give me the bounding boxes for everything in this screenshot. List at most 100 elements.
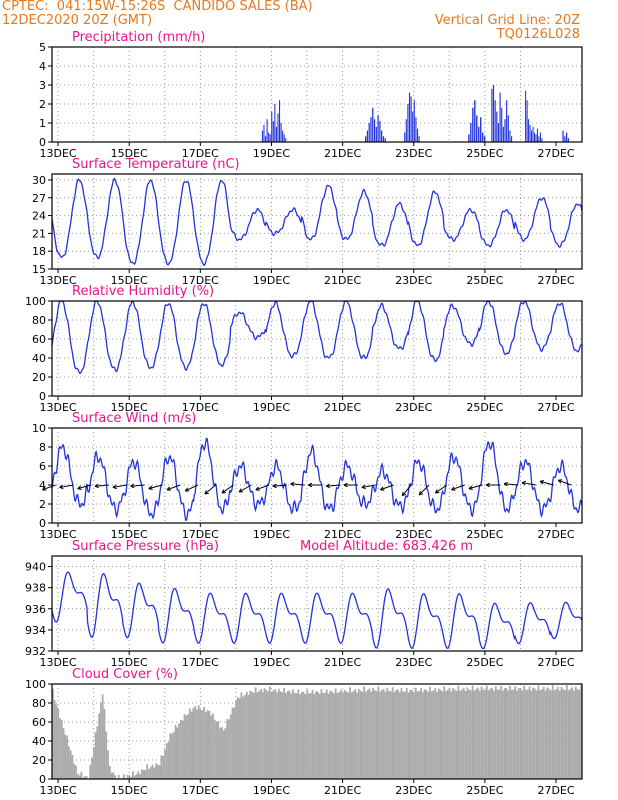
wind-arrow-head: [325, 483, 331, 489]
wind-speed-line: [51, 437, 583, 522]
x-tick-label: 21DEC: [324, 274, 361, 287]
wind-arrow: [558, 479, 572, 486]
precip-bar: [526, 100, 528, 142]
cloud-bar: [226, 719, 229, 779]
x-tick-label: 21DEC: [324, 656, 361, 669]
x-tick-label: 23DEC: [395, 656, 432, 669]
cloud-bar: [500, 685, 502, 779]
cloud-bar: [461, 689, 463, 779]
cloud-bar: [471, 685, 474, 779]
cloud-bar: [254, 687, 257, 779]
y-tick-label: 80: [32, 697, 46, 710]
precip-bar: [507, 115, 509, 142]
precip-bar: [280, 123, 282, 142]
cloud-bar: [512, 689, 515, 779]
cloud-bar: [210, 715, 213, 779]
cloud-bar: [459, 690, 462, 779]
precip-bar: [418, 136, 420, 142]
cloud-bar: [299, 694, 301, 779]
cloud-bar: [78, 775, 81, 779]
x-tick-label: 19DEC: [253, 401, 290, 414]
y-tick-label: 60: [32, 716, 46, 729]
precip-bar: [567, 138, 570, 142]
cloud-bar: [405, 687, 408, 779]
wind-arrow: [59, 484, 74, 488]
cloud-bar: [539, 690, 542, 779]
cloud-bar: [366, 690, 369, 779]
cloud-bar: [482, 689, 485, 779]
cloud-bar: [361, 691, 364, 779]
cloud-bar: [247, 694, 250, 779]
cloud-bar: [400, 687, 403, 779]
x-tick-label: 17DEC: [182, 274, 219, 287]
wind-arrow-head: [166, 486, 171, 491]
cloud-bar: [114, 775, 117, 779]
y-tick-label: 60: [32, 333, 46, 346]
wind-arrow-head: [503, 481, 508, 487]
precip-bar: [274, 104, 276, 142]
x-tick-label: 13DEC: [39, 401, 76, 414]
panel-title: Precipitation (mm/h): [72, 30, 205, 45]
precip-bar: [499, 92, 501, 142]
cloud-bar: [213, 719, 216, 779]
cloud-bar: [92, 747, 95, 779]
y-tick-label: 15: [32, 263, 46, 276]
y-tick-label: 24: [32, 210, 46, 223]
precip-bar: [510, 136, 513, 142]
cloud-bar: [372, 687, 374, 779]
cloud-bar: [564, 690, 566, 779]
wind-arrow-head: [401, 491, 407, 497]
cloud-bar: [112, 772, 115, 779]
x-tick-label: 25DEC: [466, 784, 503, 797]
cloud-bar: [251, 691, 253, 779]
cloud-bar: [100, 702, 102, 779]
cloud-bar: [562, 689, 565, 779]
cloud-bar: [156, 764, 159, 779]
precip-bar: [266, 119, 268, 142]
precip-bar: [502, 126, 504, 142]
wind-arrow-head: [130, 483, 135, 489]
cloud-bar: [386, 687, 389, 779]
cloud-bar: [343, 689, 346, 779]
cloud-bar: [249, 690, 252, 779]
wind-arrow: [238, 484, 252, 493]
cloud-bar: [516, 690, 518, 779]
precip-bar: [470, 123, 472, 142]
precip-bar: [271, 111, 273, 142]
precip-bar: [268, 132, 270, 142]
cloud-bar: [370, 691, 373, 779]
cloud-bar: [427, 691, 430, 779]
cloud-bar: [555, 689, 558, 779]
y-tick-label: 6: [39, 460, 46, 473]
cloud-bar: [493, 690, 495, 779]
cloud-bar: [265, 690, 268, 779]
precip-bar: [525, 90, 527, 142]
cloud-bar: [146, 764, 149, 779]
cloud-bar: [549, 690, 552, 779]
precip-bar: [277, 113, 279, 142]
wind-arrow-head: [184, 487, 190, 492]
cloud-bar: [580, 685, 582, 779]
precip-bar: [372, 107, 374, 142]
cloud-bar: [437, 688, 440, 779]
cloud-bar: [473, 690, 476, 779]
cloud-bar: [231, 707, 234, 779]
cloud-bar: [320, 688, 323, 779]
cloud-bar: [402, 691, 405, 779]
header-run-date: 12DEC2020 20Z (GMT): [2, 13, 153, 28]
cloud-bar: [452, 687, 454, 779]
cloud-bar: [464, 691, 467, 779]
precip-bar: [562, 130, 564, 142]
y-tick-label: 20: [32, 371, 46, 384]
cloud-bar: [272, 690, 275, 779]
precip-bar: [472, 107, 474, 142]
cloud-bar: [130, 776, 133, 779]
cloud-bar: [258, 690, 261, 779]
precip-bar: [272, 121, 274, 142]
cloud-bar: [352, 691, 355, 779]
cloud-bar: [322, 693, 325, 779]
wind-arrow: [451, 484, 465, 491]
cloud-bar: [148, 768, 150, 779]
cloud-bar: [523, 685, 526, 779]
